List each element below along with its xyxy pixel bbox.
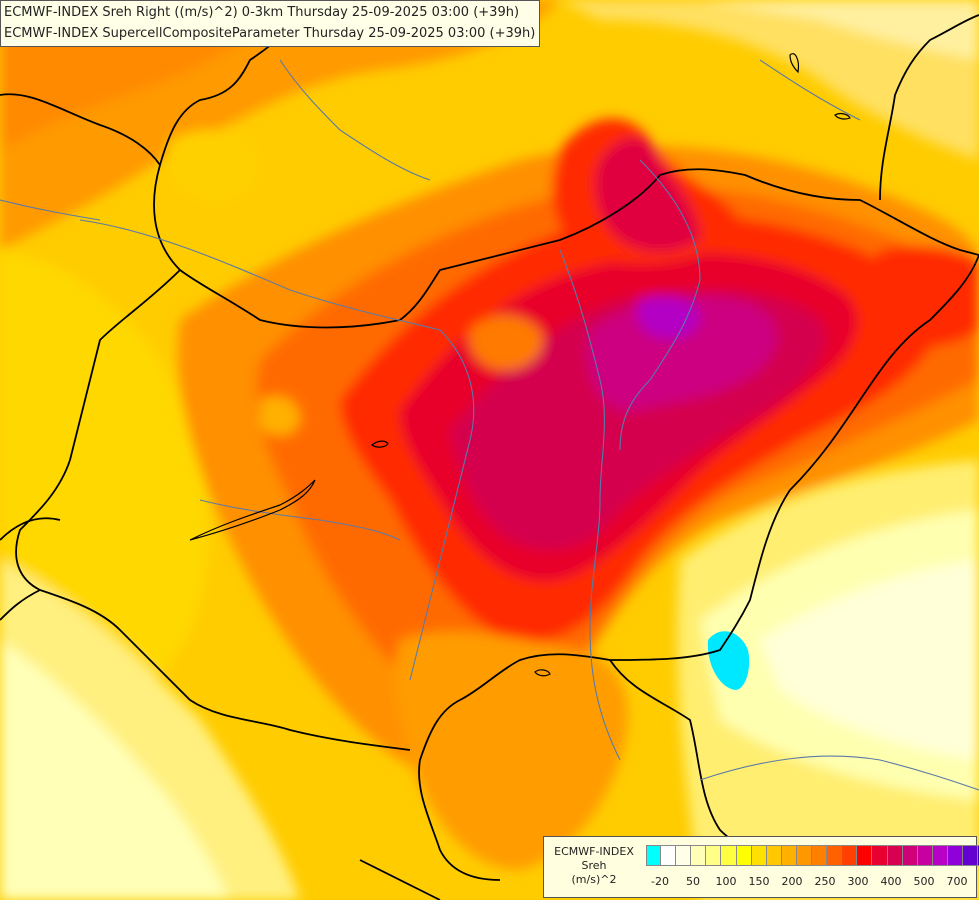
lakes <box>189 53 851 677</box>
title-line-1: ECMWF-INDEX Sreh Right ((m/s)^2) 0-3km T… <box>4 5 520 20</box>
legend-tick-label: 250 <box>814 875 836 888</box>
legend-swatch <box>947 845 963 866</box>
legend-model: ECMWF-INDEX <box>554 845 634 858</box>
legend-swatch <box>857 845 873 866</box>
legend-tick-label: 700 <box>946 875 968 888</box>
legend-swatch <box>721 845 737 866</box>
legend-tick-label: 50 <box>686 875 700 888</box>
legend-swatch <box>872 845 888 866</box>
legend-color-bar <box>646 845 979 866</box>
legend-swatch <box>842 845 858 866</box>
legend-title: ECMWF-INDEX Sreh (m/s)^2 <box>544 845 644 887</box>
legend-tick-label: 100 <box>715 875 737 888</box>
legend-tick-label: 150 <box>748 875 770 888</box>
legend-swatch <box>736 845 752 866</box>
legend-swatch <box>751 845 767 866</box>
legend-swatch <box>917 845 933 866</box>
legend-swatch <box>902 845 918 866</box>
negative-helicity-patch <box>707 631 750 690</box>
legend-tick-label: -20 <box>651 875 669 888</box>
legend-unit: (m/s)^2 <box>571 873 617 886</box>
legend-swatch <box>706 845 722 866</box>
legend-swatch <box>887 845 903 866</box>
legend-ticks: -20 50 100 150 200 250 300 400 500 700 <box>646 875 976 889</box>
legend-swatch <box>812 845 828 866</box>
legend-swatch <box>781 845 797 866</box>
legend-swatch <box>766 845 782 866</box>
legend-swatch <box>796 845 813 866</box>
legend-swatch <box>932 845 948 866</box>
legend-swatch <box>676 845 692 866</box>
legend-parameter: Sreh <box>581 859 607 872</box>
legend-tick-label: 400 <box>880 875 902 888</box>
legend-swatch <box>827 845 843 866</box>
title-line-2: ECMWF-INDEX SupercellCompositeParameter … <box>4 26 536 41</box>
rivers <box>0 59 979 791</box>
legend-swatch <box>691 845 707 866</box>
legend-swatch <box>661 845 677 866</box>
legend-tick-label: 300 <box>847 875 869 888</box>
legend-swatch <box>646 845 662 866</box>
legend-swatch <box>962 845 979 866</box>
legend-tick-label: 500 <box>913 875 935 888</box>
map-title-box: ECMWF-INDEX Sreh Right ((m/s)^2) 0-3km T… <box>0 0 541 47</box>
legend-tick-label: 200 <box>781 875 803 888</box>
color-legend: ECMWF-INDEX Sreh (m/s)^2 -20 50 100 150 200 2… <box>543 836 979 898</box>
